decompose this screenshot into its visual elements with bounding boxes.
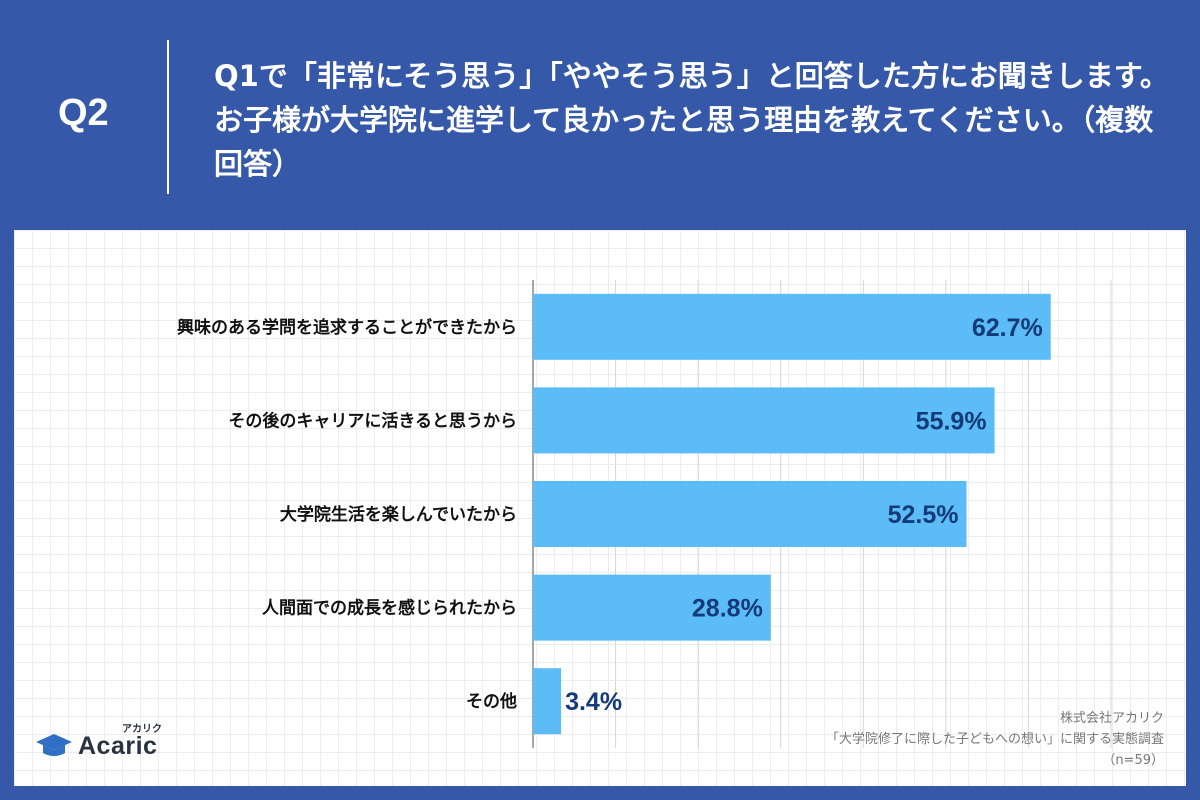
logo-name: Acaric	[78, 732, 158, 760]
chart-panel: 興味のある学問を追求することができたから 62.7% その後のキャリアに活きると思う…	[14, 230, 1186, 786]
source-survey: 「大学院修了に際した子どもへの想い」に関する実態調査	[825, 732, 1164, 747]
value-label: 62.7%	[972, 314, 1043, 342]
question-number: Q2	[58, 92, 109, 134]
category-label: 興味のある学問を追求することができたから	[177, 317, 517, 338]
bar	[533, 387, 995, 454]
bar	[533, 481, 967, 547]
category-label: 大学院生活を楽しんでいたから	[280, 504, 517, 525]
acaric-logo: アカリク Acaric	[34, 724, 194, 770]
value-label: 28.8%	[692, 595, 763, 623]
header-divider	[167, 40, 169, 194]
category-label: その他	[466, 691, 517, 712]
graduation-cap-icon	[36, 734, 72, 756]
value-label: 52.5%	[888, 501, 959, 529]
bar	[533, 574, 771, 641]
bar	[533, 293, 1051, 360]
bar-chart: 興味のある学問を追求することができたから 62.7% その後のキャリアに活きると思う…	[177, 280, 1112, 748]
category-label: その後のキャリアに活きると思うから	[228, 410, 517, 431]
bar	[533, 668, 562, 735]
source-sample: （n=59）	[1102, 753, 1164, 768]
question-text: Q1で「非常にそう思う」「ややそう思う」と回答した方にお聞きします。お子様が大学…	[214, 59, 1169, 181]
category-label: 人間面での成長を感じられたから	[262, 598, 517, 619]
value-label: 3.4%	[565, 688, 622, 716]
logo-kana: アカリク	[122, 724, 162, 735]
source-note: 株式会社アカリク 「大学院修了に際した子どもへの想い」に関する実態調査 （n=5…	[826, 708, 1164, 771]
value-label: 55.9%	[916, 407, 987, 435]
source-company: 株式会社アカリク	[1059, 711, 1164, 726]
